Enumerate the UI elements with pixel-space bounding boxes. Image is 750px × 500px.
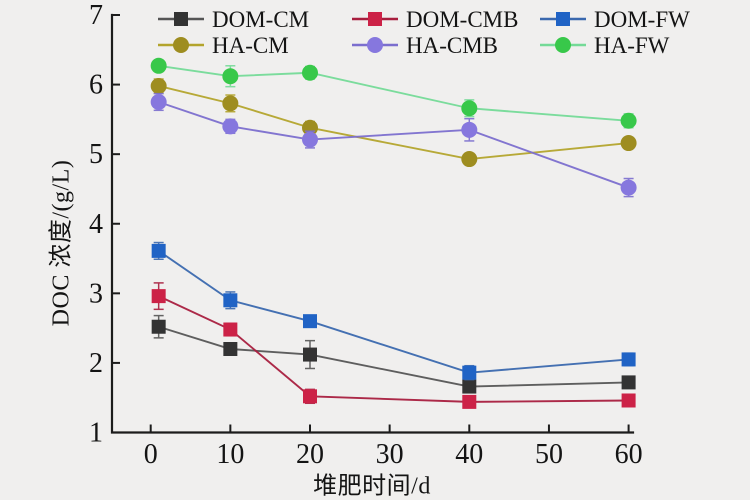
data-point-marker (368, 12, 382, 26)
data-point-marker (223, 322, 238, 337)
series-ha-cmb (150, 92, 637, 198)
data-point-marker (462, 394, 477, 409)
data-point-marker (462, 365, 477, 380)
legend-label: DOM-CMB (406, 7, 518, 32)
series-ha-fw (150, 57, 637, 129)
data-point-marker (302, 131, 318, 148)
legend-item-ha-cmb: HA-CMB (352, 33, 498, 58)
series-dom-cm (151, 314, 636, 394)
series-dom-cmb (151, 282, 636, 409)
y-axis-title: DOC 浓度/(g/L) (48, 159, 75, 327)
data-point-marker (150, 57, 167, 74)
data-point-marker (367, 37, 383, 53)
data-point-marker (621, 375, 636, 390)
data-point-marker (151, 319, 166, 334)
x-tick-label: 0 (144, 439, 158, 470)
y-tick-label: 7 (89, 0, 103, 31)
data-point-marker (461, 100, 478, 117)
axis-spine (110, 13, 635, 434)
data-point-marker (222, 118, 239, 135)
data-point-marker (303, 389, 317, 404)
data-point-marker (223, 342, 238, 356)
data-point-marker (555, 37, 571, 53)
y-tick-label: 4 (89, 209, 103, 240)
series-dom-fw (151, 241, 636, 381)
data-point-marker (151, 289, 166, 304)
y-tick-label: 2 (89, 348, 103, 379)
x-tick-label: 60 (615, 439, 643, 470)
legend-label: DOM-FW (594, 7, 690, 32)
data-point-marker (556, 12, 570, 26)
data-point-marker (461, 151, 478, 168)
data-point-marker (173, 37, 189, 53)
legend-label: HA-FW (594, 33, 670, 58)
data-point-marker (150, 93, 167, 110)
legend-item-dom-cmb: DOM-CMB (352, 7, 518, 32)
data-point-marker (303, 347, 317, 362)
y-tick-label: 5 (89, 139, 103, 170)
x-tick-label: 10 (216, 439, 244, 470)
data-point-marker (222, 95, 239, 112)
y-tick-label: 3 (89, 278, 103, 309)
y-tick-label: 1 (89, 418, 103, 449)
data-point-marker (223, 293, 238, 308)
data-point-marker (174, 12, 188, 26)
data-point-marker (150, 77, 167, 94)
legend-item-ha-cm: HA-CM (158, 33, 289, 58)
data-point-marker (303, 314, 317, 329)
data-point-marker (302, 64, 318, 81)
legend-label: HA-CM (212, 33, 289, 58)
x-tick-label: 40 (455, 439, 483, 470)
data-point-marker (620, 112, 637, 129)
legend-item-dom-fw: DOM-FW (540, 7, 690, 32)
data-point-marker (620, 135, 637, 152)
data-point-marker (462, 379, 477, 394)
legend-item-ha-fw: HA-FW (540, 33, 670, 58)
data-point-marker (461, 121, 478, 138)
y-tick-label: 6 (89, 70, 103, 101)
legend-item-dom-cm: DOM-CM (158, 7, 309, 32)
x-tick-label: 50 (535, 439, 563, 470)
x-tick-label: 20 (296, 439, 324, 470)
legend-label: HA-CMB (406, 33, 498, 58)
data-point-marker (151, 243, 166, 258)
x-axis-title: 堆肥时间/d (313, 473, 431, 500)
x-tick-label: 30 (376, 439, 404, 470)
data-point-marker (621, 393, 636, 408)
series-ha-cm (150, 77, 637, 168)
data-point-marker (620, 179, 637, 196)
legend-label: DOM-CM (212, 7, 309, 32)
data-point-marker (621, 352, 636, 367)
data-point-marker (222, 68, 239, 85)
